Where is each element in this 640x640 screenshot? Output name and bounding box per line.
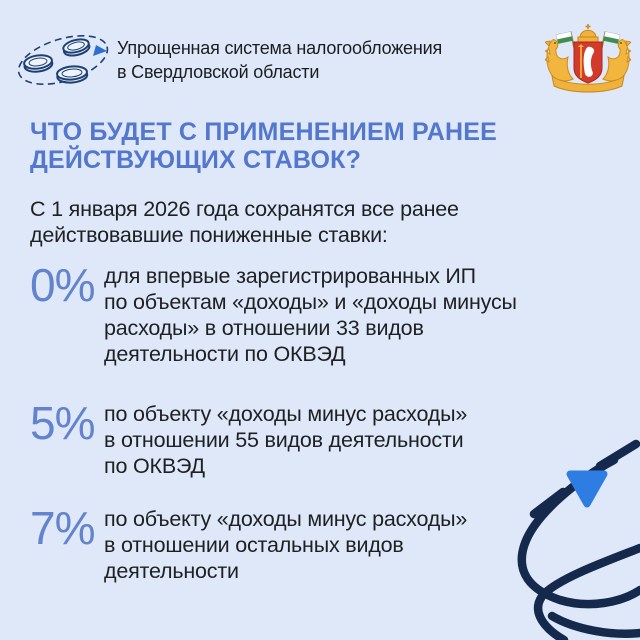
emblem-griffin-right (602, 39, 631, 82)
header-title: Упрощенная система налогообложения в Све… (117, 36, 442, 84)
swirl-arc-bottom (547, 611, 640, 638)
rate-value: 5% (30, 397, 95, 449)
header-title-line-2: в Свердловской области (117, 62, 320, 82)
rate-description-line: по объекту «доходы минус расходы» (104, 402, 468, 426)
orbit-arrow-icon (93, 45, 107, 56)
rate-description-line: по объекту «доходы минус расходы» (104, 507, 468, 531)
rate-description: по объекту «доходы минус расходы» в отно… (104, 505, 467, 584)
swirl-arc-inner (533, 543, 640, 640)
rate-description-line: по объектам «доходы» и «доходы минусы (104, 290, 517, 314)
rate-description-line: деятельности по ОКВЭД (104, 342, 346, 366)
rate-list: 0% для впервые зарегистрированных ИП по … (30, 262, 517, 584)
rate-value: 0% (30, 259, 95, 311)
intro-line-1: С 1 января 2026 года сохранятся все ране… (30, 197, 459, 221)
rate-description-line: расходы» в отношении 33 видов (104, 316, 424, 340)
swirl-arc-outer (517, 455, 640, 609)
rate-item-7-percent: 7% по объекту «доходы минус расходы» в о… (30, 505, 517, 584)
intro-paragraph: С 1 января 2026 года сохранятся все ране… (30, 196, 459, 248)
rate-description-line: для впервые зарегистрированных ИП (104, 264, 476, 288)
page-title: ЧТО БУДЕТ С ПРИМЕНЕНИЕМ РАНЕЕ ДЕЙСТВУЮЩИ… (30, 118, 497, 174)
emblem-flag-right (600, 31, 621, 52)
coins-orbit-icon (17, 35, 109, 85)
header-title-line-1: Упрощенная система налогообложения (117, 38, 443, 58)
sverdlovsk-region-coat-of-arms-icon (545, 24, 631, 93)
rate-item-0-percent: 0% для впервые зарегистрированных ИП по … (30, 262, 517, 367)
rate-description: по объекту «доходы минус расходы» в отно… (104, 400, 467, 479)
rate-description-line: в отношении остальных видов (104, 533, 404, 557)
orbit-swirl-decoration (517, 439, 640, 640)
intro-line-2: действовавшие пониженные ставки: (30, 223, 388, 247)
page-title-line-2: ДЕЙСТВУЮЩИХ СТАВОК? (30, 146, 362, 174)
rate-description-line: деятельности (104, 559, 239, 583)
emblem-flag-left (555, 31, 576, 52)
rate-description: для впервые зарегистрированных ИП по объ… (104, 262, 517, 367)
emblem-shield (573, 41, 603, 84)
page-title-line-1: ЧТО БУДЕТ С ПРИМЕНЕНИЕМ РАНЕЕ (30, 118, 497, 146)
emblem-crown (577, 24, 599, 43)
cursor-triangle-icon (566, 470, 608, 508)
emblem-griffin-left (545, 39, 574, 82)
rate-description-line: по ОКВЭД (104, 454, 205, 478)
rate-description-line: в отношении 55 видов деятельности (104, 428, 464, 452)
rate-value: 7% (30, 502, 95, 554)
emblem-ribbon (551, 74, 625, 93)
rate-item-5-percent: 5% по объекту «доходы минус расходы» в о… (30, 400, 517, 479)
